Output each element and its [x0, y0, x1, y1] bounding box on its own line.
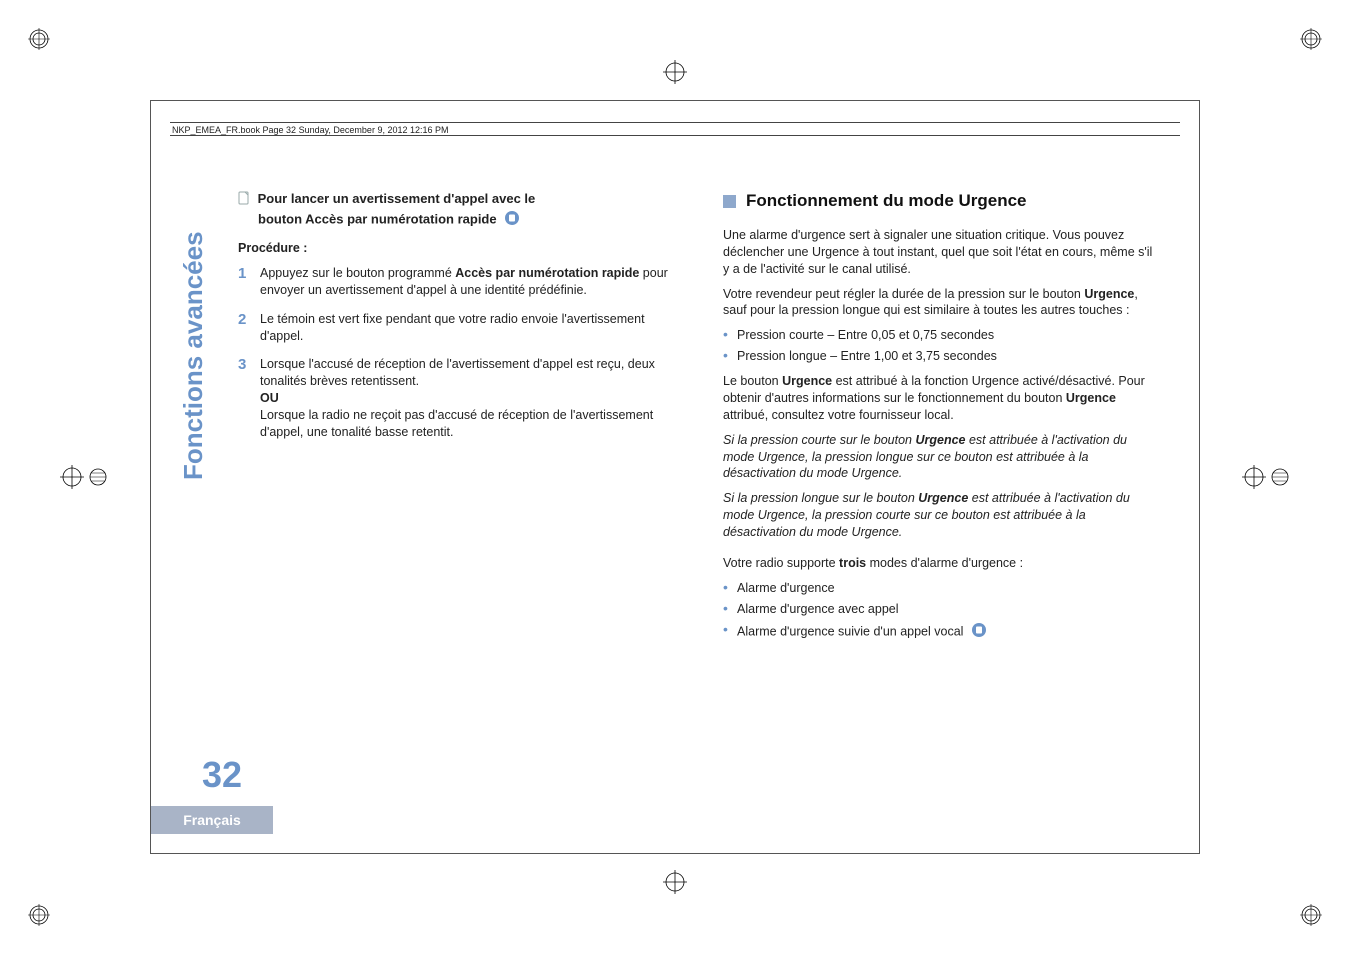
registration-mark-icon: [663, 60, 687, 84]
procedure-label: Procédure :: [238, 240, 675, 257]
crop-mark-icon: [1300, 904, 1322, 926]
crop-mark-icon: [1300, 28, 1322, 50]
right-heading: Fonctionnement du mode Urgence: [746, 190, 1027, 213]
title-line2: bouton Accès par numérotation rapide: [258, 211, 497, 226]
language-footer: Français: [151, 806, 273, 834]
crop-mark-icon: [28, 28, 50, 50]
running-header-text: NKP_EMEA_FR.book Page 32 Sunday, Decembe…: [172, 125, 449, 135]
alarm-modes-list: Alarme d'urgence Alarme d'urgence avec a…: [723, 580, 1160, 643]
heading-square-icon: [723, 195, 736, 208]
left-subsection-title: Pour lancer un avertissement d'appel ave…: [238, 190, 675, 230]
right-p4: Si la pression courte sur le bouton Urge…: [723, 432, 1160, 483]
step-1: Appuyez sur le bouton programmé Accès pa…: [238, 265, 675, 299]
feature-badge-icon: [504, 210, 520, 231]
right-p3: Le bouton Urgence est attribué à la fonc…: [723, 373, 1160, 424]
step-1-bold: Accès par numérotation rapide: [455, 266, 639, 280]
right-p1: Une alarme d'urgence sert à signaler une…: [723, 227, 1160, 278]
page-number: 32: [202, 754, 242, 796]
crop-mark-icon: [28, 904, 50, 926]
step-3-pre: Lorsque l'accusé de réception de l'avert…: [260, 357, 655, 388]
document-icon: [238, 191, 250, 210]
step-2-text: Le témoin est vert fixe pendant que votr…: [260, 312, 645, 343]
right-p5: Si la pression longue sur le bouton Urge…: [723, 490, 1160, 541]
registration-mark-icon: [60, 465, 108, 489]
step-3: Lorsque l'accusé de réception de l'avert…: [238, 356, 675, 440]
page-content: Pour lancer un avertissement d'appel ave…: [238, 190, 1160, 809]
right-heading-row: Fonctionnement du mode Urgence: [723, 190, 1160, 213]
running-header: NKP_EMEA_FR.book Page 32 Sunday, Decembe…: [170, 122, 1180, 136]
alarm-mode-2: Alarme d'urgence avec appel: [723, 601, 1160, 618]
procedure-steps: Appuyez sur le bouton programmé Accès pa…: [238, 265, 675, 441]
step-1-pre: Appuyez sur le bouton programmé: [260, 266, 455, 280]
press-long: Pression longue – Entre 1,00 et 3,75 sec…: [723, 348, 1160, 365]
right-column: Fonctionnement du mode Urgence Une alarm…: [723, 190, 1160, 809]
step-2: Le témoin est vert fixe pendant que votr…: [238, 311, 675, 345]
right-p6: Votre radio supporte trois modes d'alarm…: [723, 555, 1160, 572]
feature-badge-icon: [971, 622, 987, 643]
press-duration-list: Pression courte – Entre 0,05 et 0,75 sec…: [723, 327, 1160, 365]
registration-mark-icon: [663, 870, 687, 894]
language-label: Français: [183, 812, 241, 828]
registration-mark-icon: [1242, 465, 1290, 489]
right-p2: Votre revendeur peut régler la durée de …: [723, 286, 1160, 320]
title-line1: Pour lancer un avertissement d'appel ave…: [254, 190, 536, 208]
alarm-mode-3: Alarme d'urgence suivie d'un appel vocal: [723, 622, 1160, 643]
press-short: Pression courte – Entre 0,05 et 0,75 sec…: [723, 327, 1160, 344]
left-column: Pour lancer un avertissement d'appel ave…: [238, 190, 675, 809]
side-section-label: Fonctions avancées: [178, 231, 209, 480]
step-3-after: Lorsque la radio ne reçoit pas d'accusé …: [260, 408, 653, 439]
alarm-mode-1: Alarme d'urgence: [723, 580, 1160, 597]
step-3-ou: OU: [260, 391, 279, 405]
